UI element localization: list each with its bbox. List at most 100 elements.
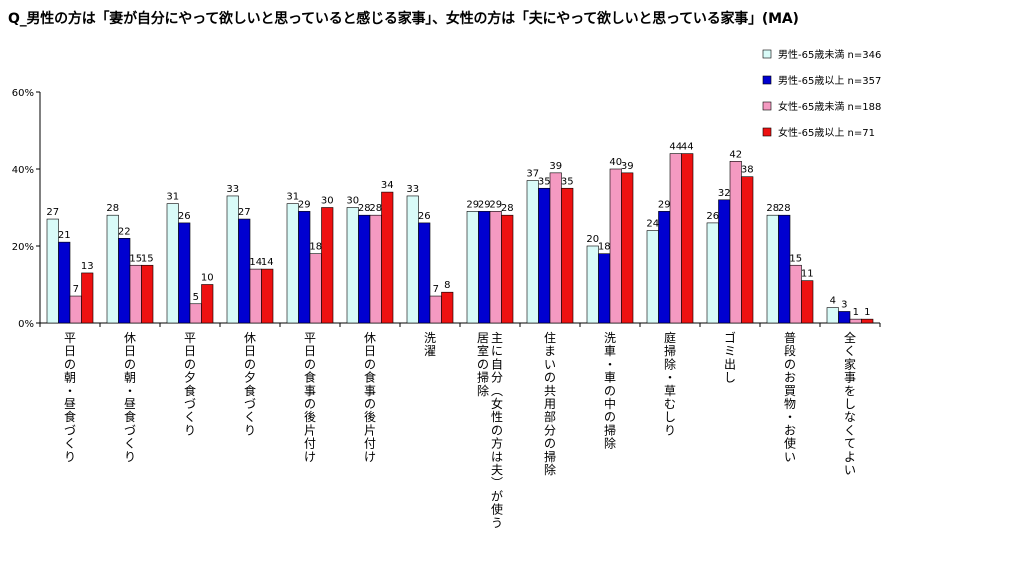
data-label: 8 <box>444 280 450 291</box>
bar <box>466 211 479 324</box>
data-label: 31 <box>166 192 179 203</box>
category-label: 全く家事をしなくてよい <box>844 330 856 477</box>
data-label: 27 <box>238 207 251 218</box>
bar <box>69 295 82 324</box>
data-label: 29 <box>658 199 671 210</box>
bar <box>178 222 191 324</box>
bar <box>861 318 874 324</box>
y-tick-label: 0% <box>18 319 34 330</box>
bar <box>201 284 214 324</box>
data-label: 39 <box>549 161 562 172</box>
bar <box>418 222 431 324</box>
bar <box>538 187 551 324</box>
bar <box>46 218 59 324</box>
bar <box>346 207 359 324</box>
data-label: 32 <box>718 188 731 199</box>
data-label: 15 <box>129 253 142 264</box>
data-label: 20 <box>586 234 599 245</box>
bar <box>369 214 382 324</box>
bar <box>826 307 839 324</box>
data-label: 15 <box>789 253 802 264</box>
data-label: 26 <box>706 211 719 222</box>
data-label: 26 <box>418 211 431 222</box>
data-label: 18 <box>309 242 322 253</box>
bar <box>838 311 851 324</box>
bar <box>166 203 179 324</box>
bar <box>621 172 634 324</box>
legend-label: 女性-65歳以上 n=71 <box>778 126 875 139</box>
bar <box>298 211 311 324</box>
bar <box>801 280 814 324</box>
data-label: 28 <box>501 203 514 214</box>
bar <box>441 291 454 324</box>
category-label: ゴミ出し <box>724 330 736 385</box>
bar <box>406 195 419 324</box>
bar <box>669 153 682 324</box>
bars <box>46 153 874 324</box>
bar <box>226 195 239 324</box>
category-label: 平日の夕食づくり <box>184 331 196 437</box>
category-label: 洗濯 <box>424 331 436 358</box>
bar <box>646 230 659 324</box>
bar <box>81 272 94 324</box>
category-labels: 平日の朝・昼食づくり 休日の朝・昼食づくり 平日の夕食づくり 休日の夕食づくり 平日の食… <box>64 330 856 530</box>
category-label: 平日の朝・昼食づくり <box>64 331 76 464</box>
data-label: 14 <box>261 257 274 268</box>
bar <box>681 153 694 324</box>
bar <box>778 214 791 324</box>
data-label: 22 <box>118 226 131 237</box>
data-label: 18 <box>598 242 611 253</box>
bar <box>766 214 779 324</box>
bar <box>741 176 754 324</box>
data-label: 1 <box>864 307 870 318</box>
bar <box>58 241 71 324</box>
bar <box>309 253 322 324</box>
y-tick-label: 60% <box>12 88 34 99</box>
data-label: 40 <box>609 157 622 168</box>
bar <box>586 245 599 324</box>
bar <box>718 199 731 324</box>
category-label: 普段のお買物・お使い <box>784 331 796 464</box>
bar <box>849 318 862 324</box>
y-tick-label: 20% <box>12 242 34 253</box>
data-label: 4 <box>830 296 836 307</box>
bar <box>729 161 742 324</box>
data-label: 29 <box>489 199 502 210</box>
data-label: 3 <box>841 299 847 310</box>
bar <box>501 214 514 324</box>
data-label: 30 <box>346 196 359 207</box>
legend-swatch <box>762 49 772 59</box>
legend-swatch <box>762 127 772 137</box>
bar <box>238 218 251 324</box>
data-label: 26 <box>178 211 191 222</box>
category-label: 洗車・車の中の掃除 <box>604 331 616 451</box>
category-label: 休日の夕食づくり <box>244 331 256 437</box>
bar <box>478 211 491 324</box>
data-label: 44 <box>681 142 694 153</box>
bar <box>549 172 562 324</box>
bar <box>561 187 574 324</box>
legend-swatch <box>762 75 772 85</box>
data-label: 5 <box>193 292 199 303</box>
bar <box>321 207 334 324</box>
data-label: 33 <box>226 184 239 195</box>
bar <box>609 168 622 324</box>
data-label: 29 <box>466 199 479 210</box>
category-label: 休日の食事の後片付け <box>364 331 376 464</box>
bar <box>189 303 202 324</box>
bar <box>118 238 131 324</box>
bar <box>106 214 119 324</box>
bar <box>286 203 299 324</box>
chart-title: Q_男性の方は「妻が自分にやって欲しいと思っていると感じる家事」、女性の方は「夫… <box>8 11 799 27</box>
bar <box>598 253 611 324</box>
category-label: 住まいの共用部分の掃除 <box>544 331 556 477</box>
legend: 男性-65歳未満 n=346 男性-65歳以上 n=357 女性-65歳未満 n=1… <box>762 48 881 139</box>
category-label: 居室の掃除 <box>477 331 489 398</box>
data-label: 38 <box>741 165 754 176</box>
data-label: 33 <box>406 184 419 195</box>
bar <box>358 214 371 324</box>
data-label: 34 <box>381 180 394 191</box>
data-label: 13 <box>81 261 94 272</box>
legend-label: 男性-65歳以上 n=357 <box>778 74 881 87</box>
